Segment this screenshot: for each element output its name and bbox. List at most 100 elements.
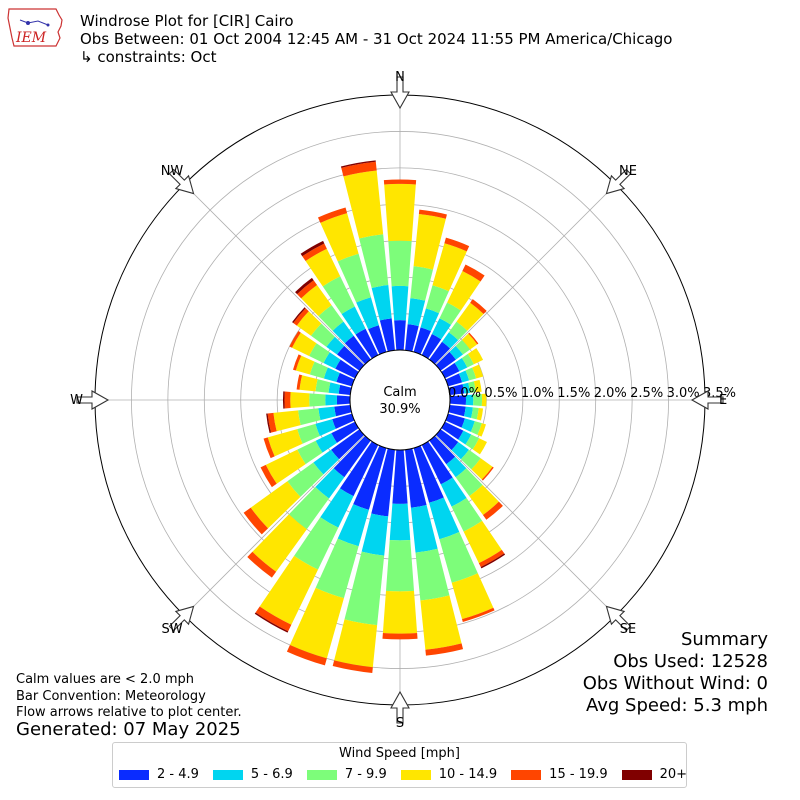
wind-bar-segment — [318, 305, 344, 331]
wind-bar-segment — [309, 343, 330, 364]
radial-tick-label: 2.5% — [630, 386, 663, 401]
wind-bar-segment — [323, 352, 341, 369]
wind-bar-segment — [467, 348, 484, 365]
flow-arrows-note: Flow arrows relative to plot center. — [16, 705, 242, 720]
wind-bar-segment — [454, 357, 468, 372]
wind-bar-segment — [254, 612, 289, 633]
flow-arrow-icon — [168, 168, 195, 195]
wind-bar-segment — [449, 395, 467, 405]
wind-bar-segment — [333, 435, 371, 478]
wind-bar-segment — [448, 321, 468, 341]
wind-bar-segment — [341, 306, 366, 335]
observation-period: Obs Between: 01 Oct 2004 12:45 AM - 31 O… — [80, 30, 673, 48]
wind-bar-segment — [300, 240, 325, 257]
wind-bar-segment — [460, 449, 481, 470]
summary-title: Summary — [681, 629, 768, 650]
radial-tick-label: 3.0% — [667, 386, 700, 401]
wind-bar-segment — [405, 324, 419, 352]
wind-bar-segment — [481, 466, 494, 481]
wind-bar-segment — [458, 430, 472, 445]
wind-bar-segment — [471, 458, 493, 480]
wind-bar-segment — [295, 277, 314, 295]
wind-bar-segment — [343, 170, 384, 239]
wind-bar-segment — [309, 361, 328, 379]
wind-bar-segment — [473, 393, 483, 407]
radial-tick-label: 0.5% — [484, 386, 517, 401]
legend-item: 10 - 14.9 — [400, 767, 497, 782]
wind-bar-segment — [442, 332, 459, 349]
wind-bar-segment — [389, 503, 411, 541]
wind-bar-segment — [461, 353, 474, 368]
wind-bar-segment — [413, 213, 446, 270]
wind-bar-segment — [368, 325, 387, 355]
wind-bar-segment — [315, 379, 331, 393]
wind-bar-segment — [338, 384, 352, 395]
wind-bar-segment — [344, 335, 371, 365]
wind-bar-segment — [356, 297, 379, 330]
wind-bar-segment — [435, 429, 459, 451]
legend-swatch — [119, 769, 149, 780]
wind-bar-segment — [449, 345, 464, 360]
wind-bar-segment — [468, 381, 476, 393]
wind-bar-segment — [463, 520, 502, 564]
wind-bar-segment — [334, 405, 352, 417]
wind-bar-segment — [297, 440, 323, 465]
compass-label: N — [395, 70, 405, 85]
wind-bar-segment — [382, 590, 418, 634]
wind-bar-segment — [482, 501, 503, 520]
wind-bar-segment — [394, 320, 406, 351]
wind-bar-segment — [413, 445, 444, 503]
wind-bar-segment — [391, 285, 409, 321]
wind-bar-segment — [361, 513, 389, 556]
wind-bar-segment — [335, 359, 359, 379]
wind-bar-segment — [323, 367, 340, 383]
wind-bar-segment — [263, 437, 275, 459]
wind-bar-segment — [331, 421, 359, 443]
wind-bar-segment — [310, 323, 335, 347]
wind-bar-segment — [418, 209, 447, 219]
wind-bar-segment — [353, 445, 387, 510]
wind-bar-segment — [445, 413, 465, 428]
wind-bar-segment — [470, 421, 482, 435]
flow-arrow-icon — [690, 390, 724, 410]
compass-label: SE — [620, 622, 636, 637]
legend-swatch — [621, 769, 652, 780]
wind-bar-segment — [379, 318, 395, 352]
wind-bar-segment — [252, 514, 307, 572]
wind-bar-segment — [315, 538, 359, 599]
wind-bar-segment — [320, 213, 359, 262]
wind-bar-segment — [260, 464, 277, 488]
wind-bar-segment — [336, 372, 355, 387]
flow-arrow-icon — [76, 390, 110, 410]
wind-bar-segment — [267, 412, 277, 433]
calm-note: Calm values are < 2.0 mph — [16, 672, 195, 687]
wind-bar-segment — [471, 407, 479, 420]
legend-swatch — [212, 769, 243, 780]
wind-bar-segment — [480, 553, 506, 569]
legend-label: 2 - 4.9 — [157, 767, 199, 782]
wind-bar-segment — [331, 429, 365, 460]
wind-bar-segment — [476, 407, 484, 421]
wind-bar-segment — [468, 332, 479, 345]
legend-swatch — [511, 769, 542, 780]
wind-bar-segment — [444, 237, 470, 252]
wind-bar-segment — [255, 606, 292, 632]
wind-bar-segment — [325, 394, 338, 406]
summary-obs-used: Obs Used: 12528 — [613, 651, 768, 672]
wind-bar-segment — [289, 330, 301, 348]
wind-bar-segment — [296, 311, 322, 336]
wind-bar-segment — [309, 393, 326, 407]
wind-bar-segment — [339, 441, 379, 497]
wind-bar-segment — [425, 643, 464, 656]
compass-label: SW — [161, 622, 182, 637]
wind-bar-segment — [334, 619, 378, 668]
wind-bar-segment — [313, 449, 340, 475]
wind-bar-segment — [305, 248, 341, 287]
wind-bar-segment — [315, 433, 337, 453]
radial-tick-label: 1.0% — [521, 386, 554, 401]
wind-bar-segment — [295, 355, 315, 375]
legend-swatch — [306, 769, 337, 780]
radial-gridline — [184, 184, 365, 365]
wind-bar-segment — [344, 551, 385, 626]
wind-bar-segment — [371, 448, 395, 517]
